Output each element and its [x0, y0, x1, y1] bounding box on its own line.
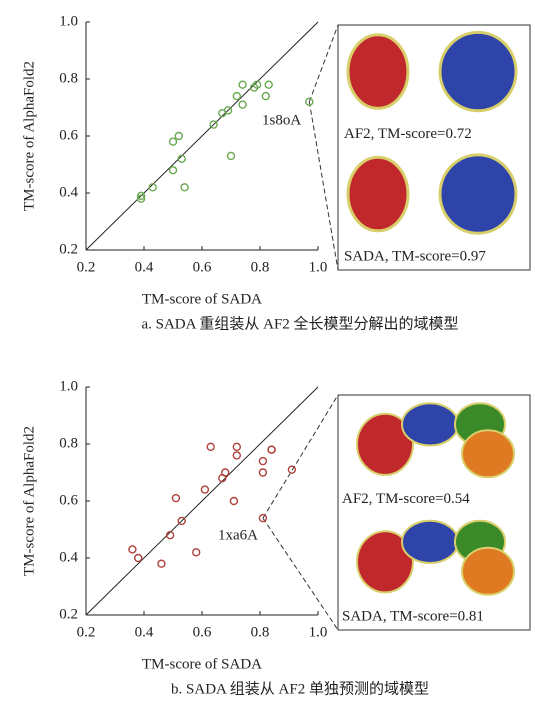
point: [239, 101, 246, 108]
panel-label: SADA, TM-score=0.97: [344, 248, 486, 264]
diagonal: [86, 22, 318, 250]
y-tick-label: 0.8: [59, 435, 78, 451]
protein: [440, 155, 516, 233]
point: [222, 469, 229, 476]
point: [259, 469, 266, 476]
point: [193, 549, 200, 556]
y-axis-title: TM-score of AlphaFold2: [21, 61, 37, 211]
point: [233, 443, 240, 450]
leader: [309, 25, 338, 102]
protein: [462, 430, 514, 477]
protein: [402, 403, 458, 445]
point: [259, 458, 266, 465]
x-tick-label: 0.2: [77, 624, 96, 640]
x-tick-label: 0.4: [135, 259, 154, 275]
figure: 0.2 0.4 0.6 0.8 1.0 0.2 0.4 0.6 0.8 1.0 TM-score o…: [0, 0, 535, 711]
point: [175, 133, 182, 140]
caption: b. SADA 组装从 AF2 单独预测的域模型: [171, 680, 429, 697]
x-tick-label: 0.8: [251, 259, 270, 275]
point: [158, 560, 165, 567]
point: [201, 486, 208, 493]
point: [230, 498, 237, 505]
protein: [348, 157, 408, 231]
x-axis-title: TM-score of SADA: [142, 656, 262, 672]
x-tick-label: 0.6: [193, 624, 212, 640]
panel-label: SADA, TM-score=0.81: [342, 608, 484, 624]
x-tick-label: 0.4: [135, 624, 154, 640]
caption: a. SADA 重组装从 AF2 全长模型分解出的域模型: [141, 314, 458, 332]
diagonal: [86, 387, 318, 615]
x-tick-label: 1.0: [309, 259, 328, 275]
y-tick-label: 0.8: [59, 70, 78, 86]
protein: [348, 35, 408, 109]
point: [181, 184, 188, 191]
panel-label: AF2, TM-score=0.54: [342, 491, 470, 507]
protein: [402, 521, 458, 563]
point-label: 1s8oA: [262, 112, 301, 128]
y-tick-label: 0.6: [59, 127, 78, 143]
y-tick-label: 0.4: [59, 184, 78, 200]
x-tick-label: 0.2: [77, 259, 96, 275]
x-tick-label: 0.6: [193, 259, 212, 275]
point: [170, 138, 177, 145]
point: [170, 167, 177, 174]
protein: [440, 32, 516, 110]
point: [207, 443, 214, 450]
y-tick-label: 0.6: [59, 492, 78, 508]
y-tick-label: 0.4: [59, 549, 78, 565]
leader: [263, 395, 338, 518]
point: [228, 152, 235, 159]
protein: [462, 548, 514, 595]
panel-label: AF2, TM-score=0.72: [344, 126, 472, 142]
point: [262, 93, 269, 100]
x-axis-title: TM-score of SADA: [142, 291, 262, 307]
leader: [263, 518, 338, 630]
point: [129, 546, 136, 553]
point: [265, 81, 272, 88]
point-label: 1xa6A: [218, 527, 258, 543]
y-axis-title: TM-score of AlphaFold2: [21, 426, 37, 576]
point: [233, 93, 240, 100]
x-tick-label: 1.0: [309, 624, 328, 640]
point: [172, 495, 179, 502]
y-tick-label: 1.0: [59, 13, 78, 29]
y-tick-label: 1.0: [59, 378, 78, 394]
x-tick-label: 0.8: [251, 624, 270, 640]
y-tick-label: 0.2: [59, 241, 78, 257]
y-tick-label: 0.2: [59, 606, 78, 622]
point: [135, 555, 142, 562]
point: [268, 446, 275, 453]
leader: [309, 102, 338, 270]
point: [239, 81, 246, 88]
point: [233, 452, 240, 459]
